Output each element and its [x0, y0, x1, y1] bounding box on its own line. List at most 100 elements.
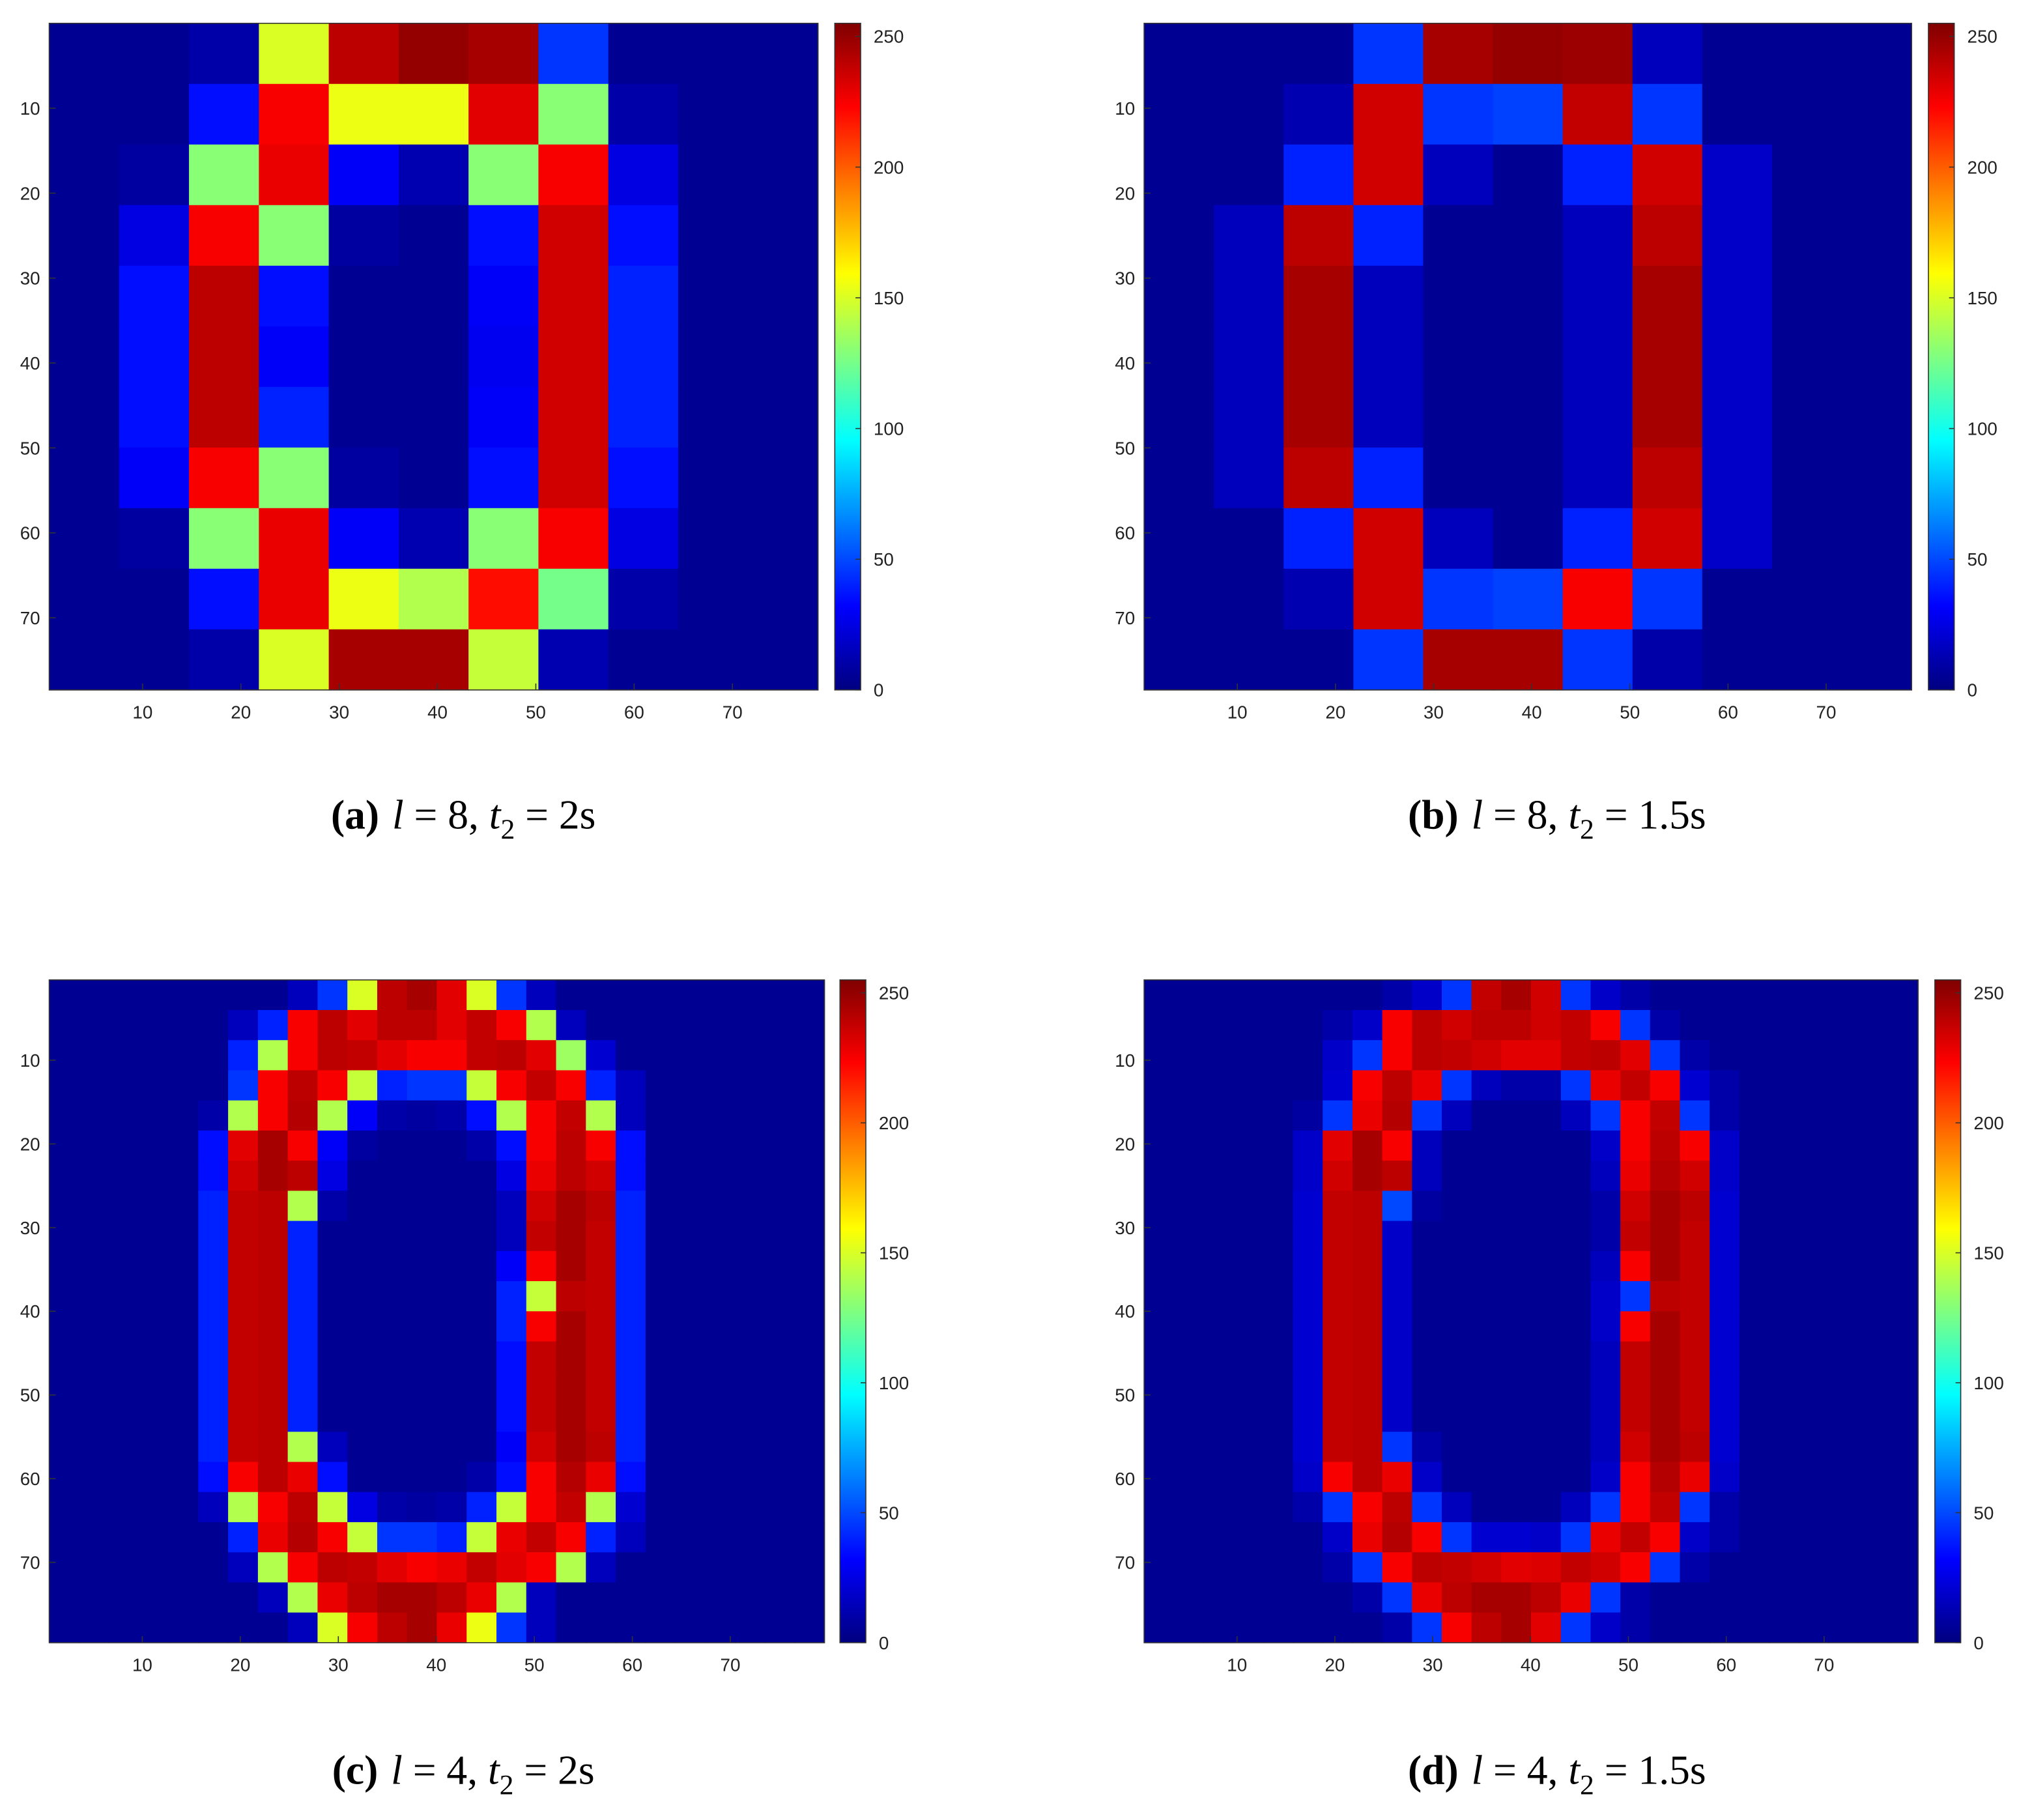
heat-cell	[228, 1161, 259, 1192]
heat-cell	[1501, 1371, 1532, 1402]
heat-cell	[1650, 1221, 1681, 1252]
heat-cell	[287, 1070, 319, 1101]
heat-cell	[608, 386, 679, 448]
heat-cell	[496, 1522, 527, 1553]
heat-cell	[1501, 1130, 1532, 1161]
heat-cell	[228, 1191, 259, 1222]
heat-cell	[1501, 1432, 1532, 1463]
caption-part: (a)	[331, 791, 379, 837]
colorbar-tick-label: 100	[1968, 419, 1998, 439]
heat-cell	[1888, 1161, 1919, 1192]
heat-cell	[1650, 1191, 1681, 1222]
heat-cell	[556, 979, 587, 1011]
y-tick-label: 60	[20, 523, 40, 543]
heat-cell	[109, 979, 139, 1011]
x-tick-label: 70	[1816, 702, 1837, 723]
heat-cell	[79, 979, 109, 1011]
heat-cell	[466, 1341, 497, 1372]
heat-cell	[1501, 1250, 1532, 1282]
heat-cell	[1710, 1161, 1740, 1192]
heat-cell	[705, 1311, 736, 1342]
heat-cell	[1144, 1070, 1175, 1101]
heat-cell	[168, 1100, 199, 1131]
heat-cell	[466, 1371, 497, 1402]
heat-cell	[1739, 1250, 1770, 1282]
heat-cell	[119, 508, 190, 570]
heat-cell	[1293, 1582, 1324, 1613]
heat-cell	[198, 1522, 229, 1553]
heat-cell	[1560, 1462, 1592, 1493]
heat-cell	[189, 326, 260, 388]
heat-cell	[1233, 1432, 1264, 1463]
heat-cell	[748, 629, 819, 691]
heat-cell	[109, 1552, 139, 1583]
heat-cell	[1858, 1462, 1889, 1493]
heat-cell	[1590, 1070, 1621, 1101]
heat-cell	[466, 1402, 497, 1433]
heat-cell	[1233, 979, 1264, 1011]
heat-cell	[407, 979, 438, 1011]
heat-cell	[1799, 1582, 1829, 1613]
heat-cell	[556, 1462, 587, 1493]
heat-cell	[1680, 1281, 1710, 1312]
heat-cell	[259, 508, 330, 570]
heat-cell	[377, 1402, 408, 1433]
heat-cell	[1710, 1371, 1740, 1402]
caption-part: (c)	[332, 1746, 379, 1793]
heat-cell	[168, 1191, 199, 1222]
heat-cell	[257, 1250, 289, 1282]
heat-cell	[109, 1040, 139, 1071]
heat-cell	[257, 1371, 289, 1402]
heat-cell	[586, 1462, 616, 1493]
y-tick-label: 10	[1115, 1050, 1135, 1071]
heat-cell	[1471, 1522, 1502, 1553]
heat-cell	[109, 1522, 139, 1553]
heat-cell	[1352, 1100, 1383, 1131]
heat-cell	[1769, 1371, 1800, 1402]
heat-cell	[1710, 1040, 1740, 1071]
heat-cell	[1620, 979, 1651, 1011]
heat-cell	[1293, 1612, 1324, 1643]
heat-cell	[1412, 1341, 1442, 1372]
heat-cell	[675, 1311, 706, 1342]
heat-cell	[1828, 1462, 1859, 1493]
heat-cell	[1680, 1250, 1710, 1282]
heat-cell	[1323, 1281, 1353, 1312]
heat-cell	[1650, 1432, 1681, 1463]
heat-cell	[1214, 265, 1285, 327]
heat-cell	[198, 1161, 229, 1192]
heat-cell	[496, 1462, 527, 1493]
heat-cell	[407, 1582, 438, 1613]
y-tick-label: 50	[20, 1385, 40, 1406]
heat-cell	[496, 1250, 527, 1282]
heat-cell	[764, 1100, 795, 1131]
heat-cell	[1888, 1070, 1919, 1101]
heat-cell	[407, 1402, 438, 1433]
heat-cell	[407, 1100, 438, 1131]
heat-cell	[1888, 1492, 1919, 1523]
y-tick-label: 10	[20, 98, 40, 119]
heat-cell	[1560, 1582, 1592, 1613]
heat-cell	[705, 1612, 736, 1643]
heat-cell	[1501, 1281, 1532, 1312]
heat-cell	[398, 629, 469, 691]
heat-cell	[616, 1612, 646, 1643]
heat-cell	[317, 1191, 348, 1222]
heat-cell	[1412, 1040, 1442, 1071]
heat-cell	[1650, 1552, 1681, 1583]
heat-cell	[377, 1341, 408, 1372]
heat-cell	[1702, 265, 1773, 327]
heat-cell	[257, 1612, 289, 1643]
heat-cell	[119, 265, 190, 327]
heat-cell	[556, 1221, 587, 1252]
heat-cell	[1590, 1612, 1621, 1643]
heat-cell	[138, 1582, 169, 1613]
heat-cell	[377, 979, 408, 1011]
heat-cell	[496, 1552, 527, 1583]
heat-cell	[526, 1371, 557, 1402]
heat-cell	[437, 1341, 468, 1372]
heat-cell	[1739, 1010, 1770, 1041]
heat-cell	[1203, 1250, 1234, 1282]
heat-cell	[735, 1250, 766, 1282]
